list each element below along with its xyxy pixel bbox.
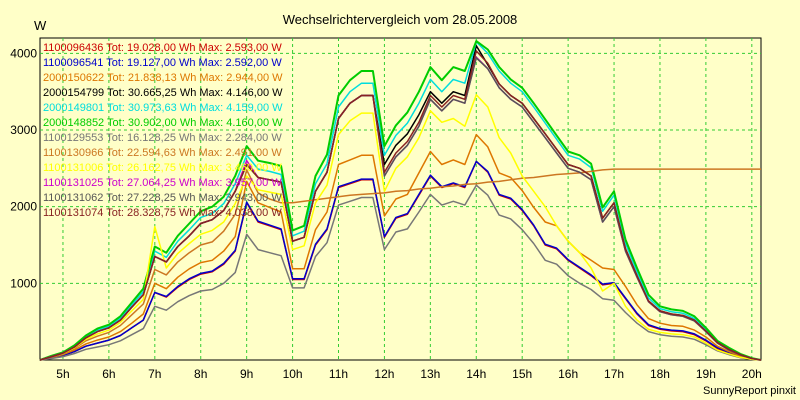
legend-entry-1100131062: 1100131062 Tot: 27.228,25 Wh Max: 3.943,… xyxy=(43,192,282,204)
legend-entry-1100131006: 1100131006 Tot: 26.162,75 Wh Max: 3.460,… xyxy=(43,162,282,174)
y-tick-label: 4000 xyxy=(10,46,37,60)
x-tick-label: 14h xyxy=(466,367,486,381)
series-line-2000150622 xyxy=(39,133,762,361)
series-line-1100131074 xyxy=(39,50,762,361)
legend-entry-1100131025: 1100131025 Tot: 27.064,25 Wh Max: 3.957,… xyxy=(43,177,282,189)
y-axis-ticks: 1000 2000 3000 4000 xyxy=(10,46,37,290)
x-tick-label: 15h xyxy=(512,367,532,381)
footer-credit: SunnyReport pinxit xyxy=(703,385,796,397)
series-line-1100130966 xyxy=(39,168,761,361)
series-lines xyxy=(39,40,762,361)
x-tick-label: 8h xyxy=(194,367,207,381)
x-tick-label: 5h xyxy=(56,367,69,381)
x-tick-label: 18h xyxy=(650,367,670,381)
legend-entry-1100096541: 1100096541 Tot: 19.127,00 Wh Max: 2.592,… xyxy=(43,57,282,69)
series-line-1100131006 xyxy=(39,93,762,361)
legend-entry-1100130966: 1100130966 Tot: 22.594,63 Wh Max: 2.491,… xyxy=(43,147,282,159)
x-tick-label: 20h xyxy=(742,367,762,381)
x-tick-label: 16h xyxy=(558,367,578,381)
series-line-2000149801 xyxy=(39,41,762,361)
x-tick-label: 6h xyxy=(102,367,115,381)
legend: 1100096436 Tot: 19.028,00 Wh Max: 2.593,… xyxy=(43,42,283,219)
x-tick-label: 9h xyxy=(240,367,253,381)
y-tick-label: 1000 xyxy=(10,276,37,290)
plot-area xyxy=(39,37,762,361)
legend-entry-2000154799: 2000154799 Tot: 30.665,25 Wh Max: 4.146,… xyxy=(43,87,283,99)
legend-entry-2000150622: 2000150622 Tot: 21.838,13 Wh Max: 2.944,… xyxy=(43,72,283,84)
x-tick-label: 10h xyxy=(283,367,303,381)
y-tick-label: 2000 xyxy=(10,200,37,214)
x-tick-label: 11h xyxy=(329,367,348,381)
y-axis-unit-label: W xyxy=(34,18,47,33)
x-tick-label: 17h xyxy=(604,367,624,381)
series-line-1100096541 xyxy=(39,160,762,361)
x-tick-label: 7h xyxy=(148,367,161,381)
chart-title: Wechselrichtervergleich vom 28.05.2008 xyxy=(283,12,518,27)
legend-entry-1100096436: 1100096436 Tot: 19.028,00 Wh Max: 2.593,… xyxy=(43,42,282,54)
x-axis-ticks: 5h 6h 7h 8h 9h 10h 11h 12h 13h 14h 15h 16h 17h 18h 19h… xyxy=(56,367,762,381)
x-tick-label: 19h xyxy=(696,367,716,381)
x-tick-label: 13h xyxy=(420,367,440,381)
legend-entry-2000148852: 2000148852 Tot: 30.902,00 Wh Max: 4.160,… xyxy=(43,117,283,129)
x-tick-label: 12h xyxy=(374,367,394,381)
legend-entry-1100129553: 1100129553 Tot: 16.128,25 Wh Max: 2.284,… xyxy=(43,132,282,144)
legend-entry-2000149801: 2000149801 Tot: 30.973,63 Wh Max: 4.159,… xyxy=(43,102,283,114)
series-line-1100129553 xyxy=(39,184,762,361)
y-tick-label: 3000 xyxy=(10,123,37,137)
legend-entry-1100131074: 1100131074 Tot: 28.328,75 Wh Max: 4.038,… xyxy=(43,207,282,219)
